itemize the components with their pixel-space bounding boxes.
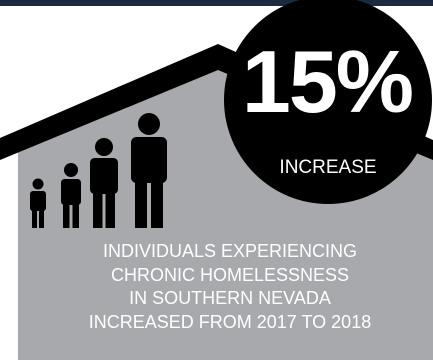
caption: INDIVIDUALS EXPERIENCING CHRONIC HOMELES… (30, 240, 430, 334)
stat-circle (224, 0, 432, 204)
stat-label: INCREASE (279, 157, 377, 178)
caption-line: INDIVIDUALS EXPERIENCING (102, 241, 358, 261)
person-icon (131, 113, 167, 228)
caption-line: CHRONIC HOMELESSNESS (110, 264, 350, 285)
person-icon (90, 138, 118, 228)
top-bar (0, 0, 433, 6)
person-icon (30, 178, 46, 228)
person-icon (61, 163, 81, 228)
caption-line: INCREASED FROM 2017 TO 2018 (88, 311, 372, 332)
stat-value: 15% (241, 32, 414, 131)
caption-line: IN SOUTHERN NEVADA (129, 288, 331, 308)
